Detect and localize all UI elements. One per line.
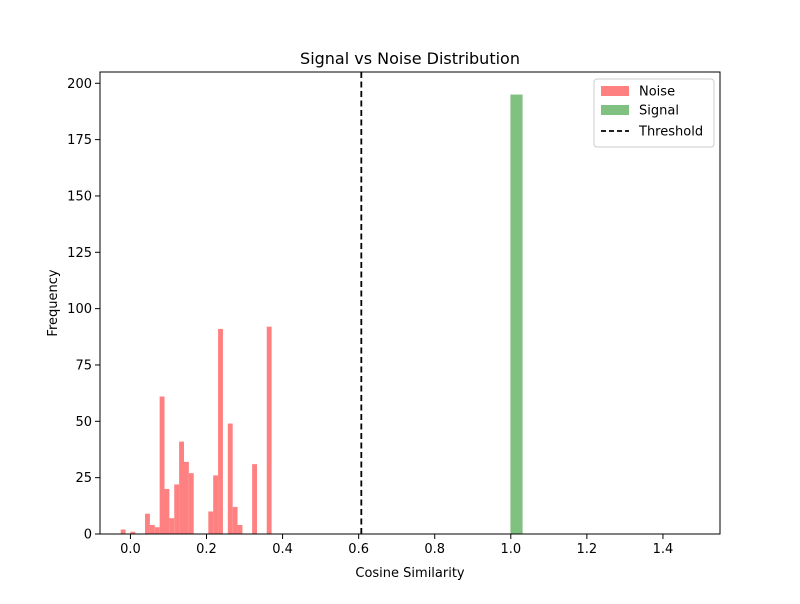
x-axis-label: Cosine Similarity bbox=[355, 566, 465, 581]
bars-layer bbox=[120, 94, 523, 534]
y-tick-label: 175 bbox=[67, 133, 92, 148]
y-tick-label: 0 bbox=[84, 528, 92, 543]
plot-frame bbox=[99, 71, 721, 535]
legend-noise-label: Noise bbox=[639, 85, 675, 100]
x-axis: 0.0 0.2 0.4 0.6 0.8 1.0 1.2 1.4 bbox=[120, 534, 673, 557]
legend-signal-label: Signal bbox=[639, 104, 679, 119]
y-tick-label: 100 bbox=[67, 302, 92, 317]
signal-bar bbox=[510, 94, 523, 534]
noise-bar bbox=[218, 328, 223, 534]
y-tick-label: 50 bbox=[75, 415, 92, 430]
noise-bar bbox=[120, 529, 126, 534]
y-tick-label: 125 bbox=[67, 246, 92, 261]
y-tick-label: 25 bbox=[75, 471, 92, 486]
noise-bar bbox=[188, 473, 194, 534]
chart-title: Signal vs Noise Distribution bbox=[300, 49, 520, 68]
x-tick-label: 1.2 bbox=[577, 542, 598, 557]
noise-bar bbox=[145, 513, 150, 534]
x-tick-label: 0.8 bbox=[424, 542, 445, 557]
x-tick-label: 0.2 bbox=[196, 542, 217, 557]
x-tick-label: 1.4 bbox=[653, 542, 674, 557]
noise-bar bbox=[149, 524, 155, 534]
x-tick-label: 1.0 bbox=[500, 542, 521, 557]
noise-bar bbox=[159, 396, 165, 534]
noise-bar bbox=[227, 423, 233, 534]
y-tick-label: 200 bbox=[67, 77, 92, 92]
y-axis: 0 25 50 75 100 125 150 175 200 bbox=[67, 77, 100, 543]
noise-bar bbox=[237, 524, 243, 534]
noise-bar bbox=[208, 511, 214, 534]
x-tick-label: 0.6 bbox=[348, 542, 369, 557]
noise-bar bbox=[232, 506, 238, 534]
noise-bar bbox=[154, 527, 160, 534]
noise-bar bbox=[266, 326, 272, 534]
noise-bar bbox=[213, 475, 219, 534]
x-tick-label: 0.0 bbox=[120, 542, 141, 557]
legend-threshold-label: Threshold bbox=[638, 125, 703, 140]
noise-bar bbox=[252, 464, 258, 534]
noise-bar bbox=[130, 531, 136, 534]
y-axis-label: Frequency bbox=[46, 269, 61, 336]
y-tick-label: 75 bbox=[75, 358, 92, 373]
legend-signal-swatch bbox=[601, 105, 629, 115]
y-tick-label: 150 bbox=[67, 189, 92, 204]
noise-bar bbox=[174, 484, 180, 534]
noise-bar bbox=[179, 441, 184, 534]
noise-bar bbox=[164, 488, 170, 534]
legend-noise-swatch bbox=[601, 86, 629, 96]
legend: Noise Signal Threshold bbox=[593, 78, 715, 148]
noise-bar bbox=[183, 461, 189, 534]
x-tick-label: 0.4 bbox=[272, 542, 293, 557]
noise-bar bbox=[169, 518, 175, 534]
